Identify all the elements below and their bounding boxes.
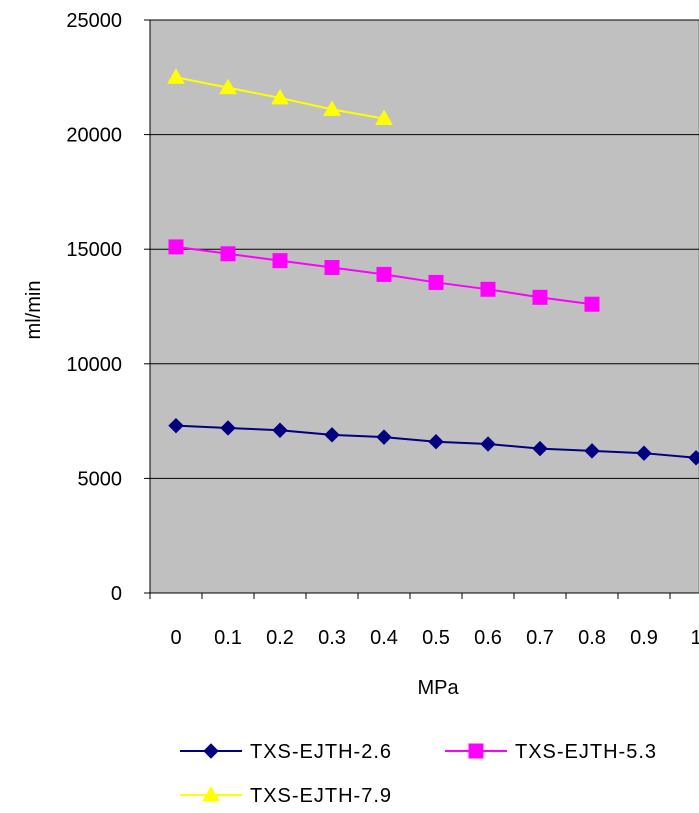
data-point	[168, 417, 184, 434]
x-tick-label: 0.7	[526, 627, 554, 649]
axes-group: 0 5000 10000 15000 20000 25000 0 0.1 0.2 0.3 0.4 0.…	[66, 10, 699, 649]
legend-label: TXS-EJTH-2.6	[250, 741, 392, 763]
y-tick-label: 25000	[66, 10, 122, 32]
data-point	[167, 68, 185, 84]
data-point	[688, 450, 699, 466]
y-tick-label: 0	[111, 583, 122, 605]
x-tick-label: 0.9	[630, 627, 658, 649]
plot-background	[149, 19, 699, 594]
data-point	[220, 246, 236, 262]
data-point	[271, 88, 289, 105]
data-point	[272, 253, 288, 269]
x-tick-label: 0.6	[474, 627, 502, 649]
series-TXS-EJTH-2.6	[168, 417, 699, 466]
data-point	[324, 427, 340, 443]
series-TXS-EJTH-5.3	[168, 239, 600, 312]
legend-item: TXS-EJTH-7.9	[180, 785, 392, 807]
plot-area-group	[149, 19, 699, 594]
x-tick-label: 0.2	[266, 627, 294, 649]
y-tick-label: 5000	[78, 468, 123, 490]
x-tick-label: 0	[170, 627, 181, 649]
data-point	[532, 440, 548, 457]
x-tick-label: 1	[690, 627, 699, 649]
legend: TXS-EJTH-2.6 TXS-EJTH-5.3 TXS-EJTH-7.9	[180, 741, 657, 807]
data-point	[428, 274, 444, 290]
data-point	[375, 109, 393, 126]
y-tick-label: 20000	[66, 125, 122, 147]
data-point	[428, 434, 444, 450]
data-point	[168, 239, 184, 255]
legend-item: TXS-EJTH-5.3	[445, 741, 657, 763]
legend-marker	[203, 743, 219, 759]
data-point	[219, 78, 237, 95]
data-point	[480, 436, 496, 452]
data-point	[220, 420, 236, 436]
legend-marker	[202, 785, 220, 802]
data-point	[636, 445, 652, 461]
x-tick-label: 0.1	[214, 627, 242, 649]
data-point	[376, 429, 392, 445]
series-group	[167, 68, 699, 466]
data-point	[324, 260, 340, 276]
y-tick-label: 15000	[66, 239, 122, 261]
data-point	[376, 266, 392, 282]
data-point	[532, 289, 548, 305]
y-axis-title: ml/min	[23, 281, 45, 340]
y-tick-label: 10000	[66, 354, 122, 376]
x-tick-label: 0.3	[318, 627, 346, 649]
data-point	[584, 296, 600, 312]
series-TXS-EJTH-7.9	[167, 68, 393, 126]
data-point	[323, 100, 341, 116]
x-tick-label: 0.4	[370, 627, 398, 649]
data-point	[584, 443, 600, 459]
legend-item: TXS-EJTH-2.6	[180, 741, 392, 763]
x-tick-label: 0.8	[578, 627, 606, 649]
x-axis-title: MPa	[417, 677, 459, 699]
data-point	[272, 422, 288, 438]
legend-marker	[468, 743, 484, 759]
x-tick-label: 0.5	[422, 627, 450, 649]
legend-label: TXS-EJTH-7.9	[250, 785, 392, 807]
legend-label: TXS-EJTH-5.3	[515, 741, 657, 763]
data-point	[480, 281, 496, 297]
